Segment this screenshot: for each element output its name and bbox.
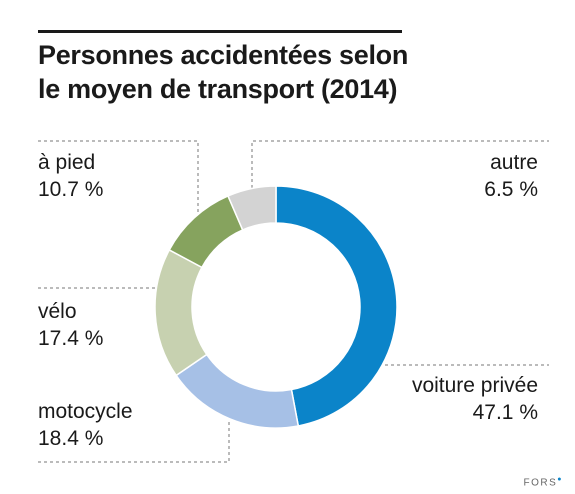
- slice--pied: [168, 194, 244, 269]
- label-velo-value: 17.4 %: [38, 327, 104, 350]
- title-rule: [38, 30, 402, 33]
- donut-slices: [154, 185, 398, 429]
- label-voiture: voiture privée 47.1 %: [412, 372, 538, 426]
- label-velo: vélo 17.4 %: [38, 298, 103, 352]
- slice-motocycle: [175, 353, 300, 429]
- title-line-2: le moyen de transport (2014): [38, 74, 398, 104]
- label-motocycle-name: motocycle: [38, 400, 133, 423]
- label-autre-value: 6.5 %: [484, 178, 538, 201]
- label-a-pied-value: 10.7 %: [38, 178, 104, 201]
- label-a-pied-name: à pied: [38, 151, 96, 174]
- leader-motocycle: [38, 415, 230, 463]
- leader-a-pied: [38, 140, 199, 218]
- label-autre: autre 6.5 %: [484, 149, 538, 203]
- label-autre-name: autre: [490, 151, 538, 174]
- label-motocycle: motocycle 18.4 %: [38, 398, 133, 452]
- label-a-pied: à pied 10.7 %: [38, 149, 103, 203]
- leader-lines: [38, 140, 549, 463]
- title-line-1: Personnes accidentées selon: [38, 40, 409, 70]
- label-voiture-value: 47.1 %: [472, 401, 538, 424]
- slice-autre: [227, 185, 277, 231]
- label-voiture-name: voiture privée: [411, 374, 538, 397]
- chart-title: Personnes accidentées selon le moyen de …: [38, 38, 478, 106]
- slice-voiture-priv-e: [275, 185, 398, 427]
- brand-logo: FORS●: [523, 475, 563, 488]
- label-motocycle-value: 18.4 %: [38, 427, 104, 450]
- label-velo-name: vélo: [38, 300, 77, 323]
- slice-v-lo: [154, 248, 208, 377]
